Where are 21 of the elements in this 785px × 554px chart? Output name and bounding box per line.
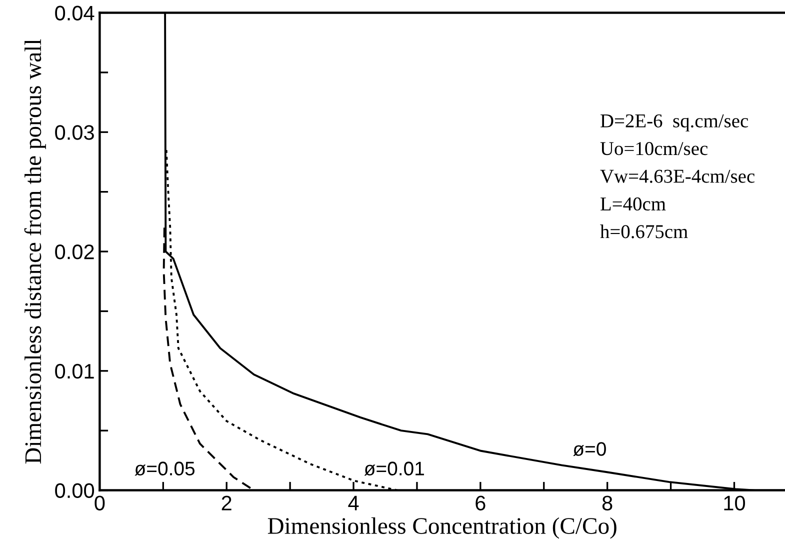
annotation: Vw=4.63E-4cm/sec [600, 170, 755, 183]
annotation: D=2E-6 sq.cm/sec [600, 114, 748, 132]
x-tick-label: 6 [476, 496, 486, 510]
y-tick-label: 0.00 [55, 483, 94, 498]
x-tick-label: 8 [602, 496, 612, 510]
y-axis-title: Dimensionless distance from the porous wall [24, 39, 46, 464]
annotation: L=40cm [600, 197, 666, 211]
annotation: ø=0.01 [364, 462, 424, 476]
x-tick-label: 0 [94, 496, 105, 510]
y-tick-label: 0.04 [55, 6, 94, 20]
annotation: h=0.675cm [600, 224, 688, 238]
x-axis-title: Dimensionless Concentration (C/Co) [268, 517, 616, 539]
y-tick-label: 0.03 [55, 125, 94, 140]
x-tick-label: 2 [222, 496, 232, 510]
y-tick-label: 0.02 [55, 244, 94, 260]
annotation: ø=0.05 [134, 462, 195, 476]
annotation: Uo=10cm/sec [600, 142, 708, 156]
annotation: ø=0 [573, 442, 606, 456]
x-tick-label: 10 [724, 496, 746, 510]
x-tick-label: 4 [348, 496, 359, 510]
y-tick-label: 0.01 [55, 364, 94, 379]
